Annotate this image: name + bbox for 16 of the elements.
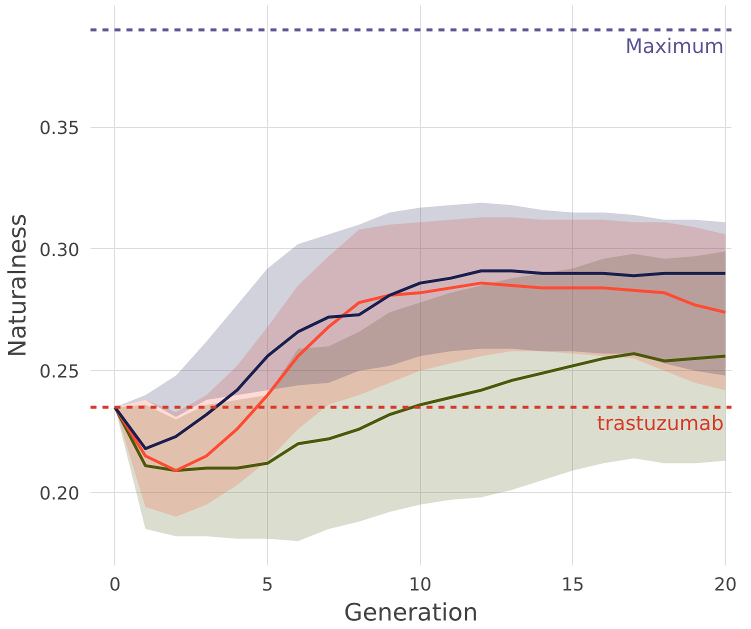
x-tick-label: 10 bbox=[408, 574, 432, 596]
x-tick-label: 5 bbox=[262, 574, 274, 596]
x-tick-label: 20 bbox=[714, 574, 737, 596]
x-tick-label: 15 bbox=[561, 574, 584, 596]
ref-line-label: Maximum bbox=[625, 34, 724, 58]
line-series bbox=[113, 282, 727, 472]
y-tick-label: 0.35 bbox=[39, 118, 80, 140]
line-series bbox=[113, 352, 727, 472]
x-axis-title: Generation bbox=[344, 598, 478, 626]
y-tick-label: 0.20 bbox=[39, 483, 80, 504]
y-tick-label: 0.30 bbox=[39, 240, 80, 261]
y-axis-title: Naturalness bbox=[3, 214, 32, 358]
ref-line-label: trastuzumab bbox=[597, 411, 724, 436]
line-series bbox=[113, 269, 727, 450]
x-tick-label: 0 bbox=[109, 574, 121, 596]
y-tick-label: 0.25 bbox=[39, 362, 80, 383]
